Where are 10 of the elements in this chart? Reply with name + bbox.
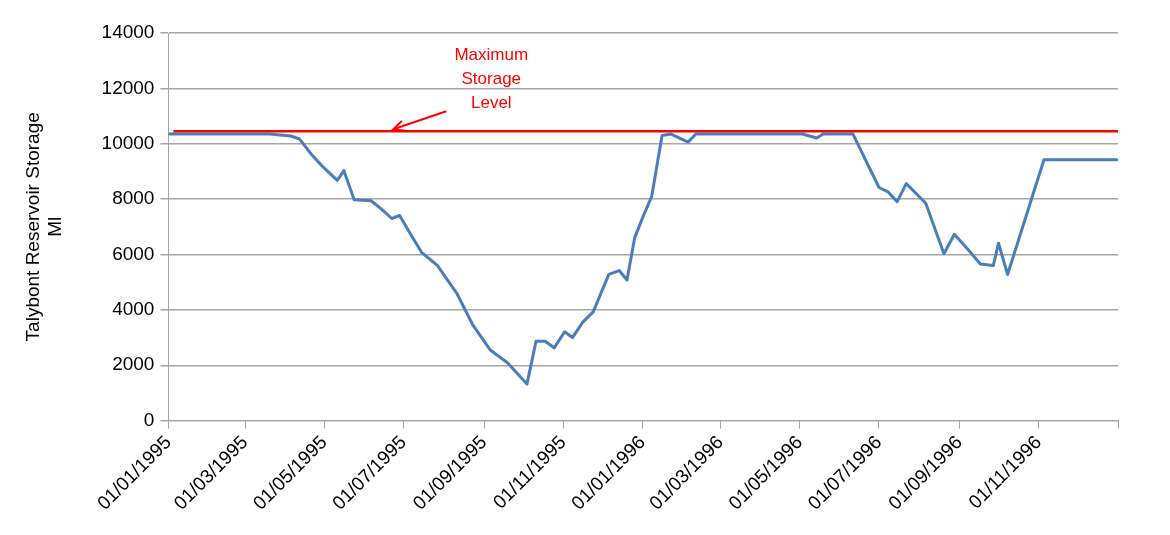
y-tick-label: 14000	[101, 21, 155, 43]
y-tick-label: 10000	[101, 131, 155, 153]
y-tick-label: 0	[143, 408, 155, 430]
y-tick-label: 8000	[112, 187, 155, 209]
y-axis-title: Talybont Reservoir Storage Ml	[21, 112, 66, 342]
y-tick-label: 12000	[101, 76, 155, 98]
y-tick-label: 6000	[112, 242, 155, 264]
y-tick-label: 2000	[112, 353, 155, 375]
ref-line-label: Maximum Storage Level	[454, 45, 529, 113]
y-tick-label: 4000	[112, 298, 155, 320]
